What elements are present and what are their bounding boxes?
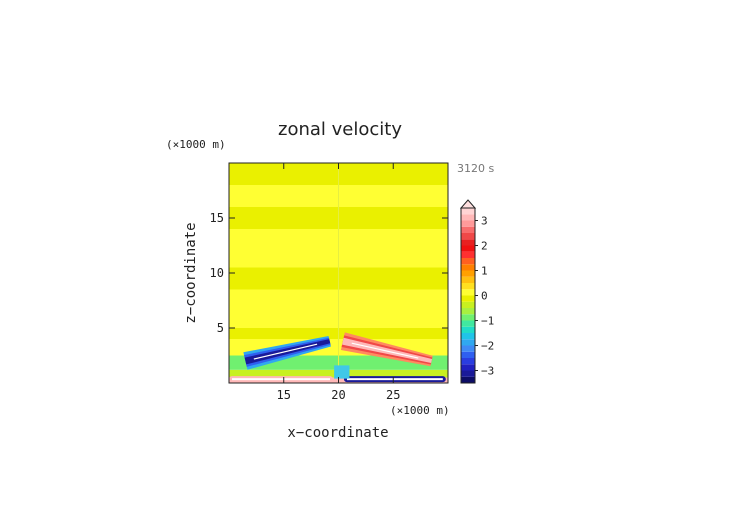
plot-area xyxy=(229,163,448,383)
colorbar-swatch-23 xyxy=(461,233,475,240)
colorbar-swatch-27 xyxy=(461,208,475,215)
y-axis-label: z−coordinate xyxy=(183,222,199,323)
colorbar-tick-label-0: −3 xyxy=(481,365,494,378)
x-tick-label-15: 15 xyxy=(277,388,291,402)
x-tick-label-20: 20 xyxy=(331,388,345,402)
surface-positive-core xyxy=(232,378,331,381)
colorbar-swatch-10 xyxy=(461,314,475,321)
y-tick-label-5: 5 xyxy=(217,321,224,335)
y-axis-ticks: 5 10 15 xyxy=(210,211,448,335)
positive-jet-core xyxy=(342,337,433,364)
negative-jet xyxy=(243,335,331,370)
colorbar-swatch-21 xyxy=(461,245,475,252)
colorbar-swatch-24 xyxy=(461,226,475,233)
colorbar-swatch-16 xyxy=(461,276,475,283)
colorbar-swatch-4 xyxy=(461,351,475,358)
chart-title: zonal velocity xyxy=(278,119,402,140)
colorbar-swatch-26 xyxy=(461,214,475,221)
colorbar-tick-label-2: −1 xyxy=(481,315,494,328)
colorbar-swatch-11 xyxy=(461,308,475,315)
positive-jet-contour xyxy=(351,342,419,359)
colorbar-swatch-18 xyxy=(461,264,475,271)
colorbar-swatch-15 xyxy=(461,283,475,290)
colorbar-tick-label-3: 0 xyxy=(481,290,488,303)
colorbar-swatch-14 xyxy=(461,289,475,296)
colorbar-tick-label-6: 3 xyxy=(481,215,488,228)
colorbar-extend-arrow xyxy=(459,199,477,209)
colorbar-swatch-6 xyxy=(461,339,475,346)
colorbar-swatch-3 xyxy=(461,358,475,365)
x-unit-label: (×1000 m) xyxy=(390,404,450,417)
negative-jet-core xyxy=(244,339,331,365)
colorbar-tick-label-5: 2 xyxy=(481,240,488,253)
positive-jet xyxy=(340,332,433,367)
x-axis-label: x−coordinate xyxy=(287,425,388,441)
colorbar-swatch-17 xyxy=(461,270,475,277)
colorbar-swatch-22 xyxy=(461,239,475,246)
colorbar-tick-label-1: −2 xyxy=(481,340,494,353)
negative-jet-contour xyxy=(253,343,318,360)
time-label: 3120 s xyxy=(457,162,494,175)
surface-positive xyxy=(229,376,334,383)
y-tick-label-10: 10 xyxy=(210,266,224,280)
colorbar-swatch-13 xyxy=(461,295,475,302)
colorbar-swatch-12 xyxy=(461,301,475,308)
surface-negative-core xyxy=(346,378,443,381)
colorbar-swatch-0 xyxy=(461,376,475,383)
x-axis-ticks: 15 20 25 xyxy=(277,163,400,402)
colorbar-swatch-1 xyxy=(461,370,475,377)
colorbar-swatch-2 xyxy=(461,364,475,371)
y-tick-label-15: 15 xyxy=(210,211,224,225)
colorbar-swatch-7 xyxy=(461,333,475,340)
y-unit-label: (×1000 m) xyxy=(166,138,226,151)
background-bands xyxy=(229,163,448,383)
colorbar: −3 −2 −1 0 1 2 3 xyxy=(459,199,494,384)
colorbar-swatch-9 xyxy=(461,320,475,327)
colorbar-swatch-19 xyxy=(461,258,475,265)
colorbar-swatch-8 xyxy=(461,326,475,333)
colorbar-swatch-5 xyxy=(461,345,475,352)
surface-negative xyxy=(343,376,446,383)
velocity-features xyxy=(229,332,446,383)
colorbar-tick-label-4: 1 xyxy=(481,265,488,278)
x-tick-label-25: 25 xyxy=(386,388,400,402)
colorbar-swatch-25 xyxy=(461,220,475,227)
center-negative-patch xyxy=(334,365,350,379)
colorbar-swatch-20 xyxy=(461,251,475,258)
